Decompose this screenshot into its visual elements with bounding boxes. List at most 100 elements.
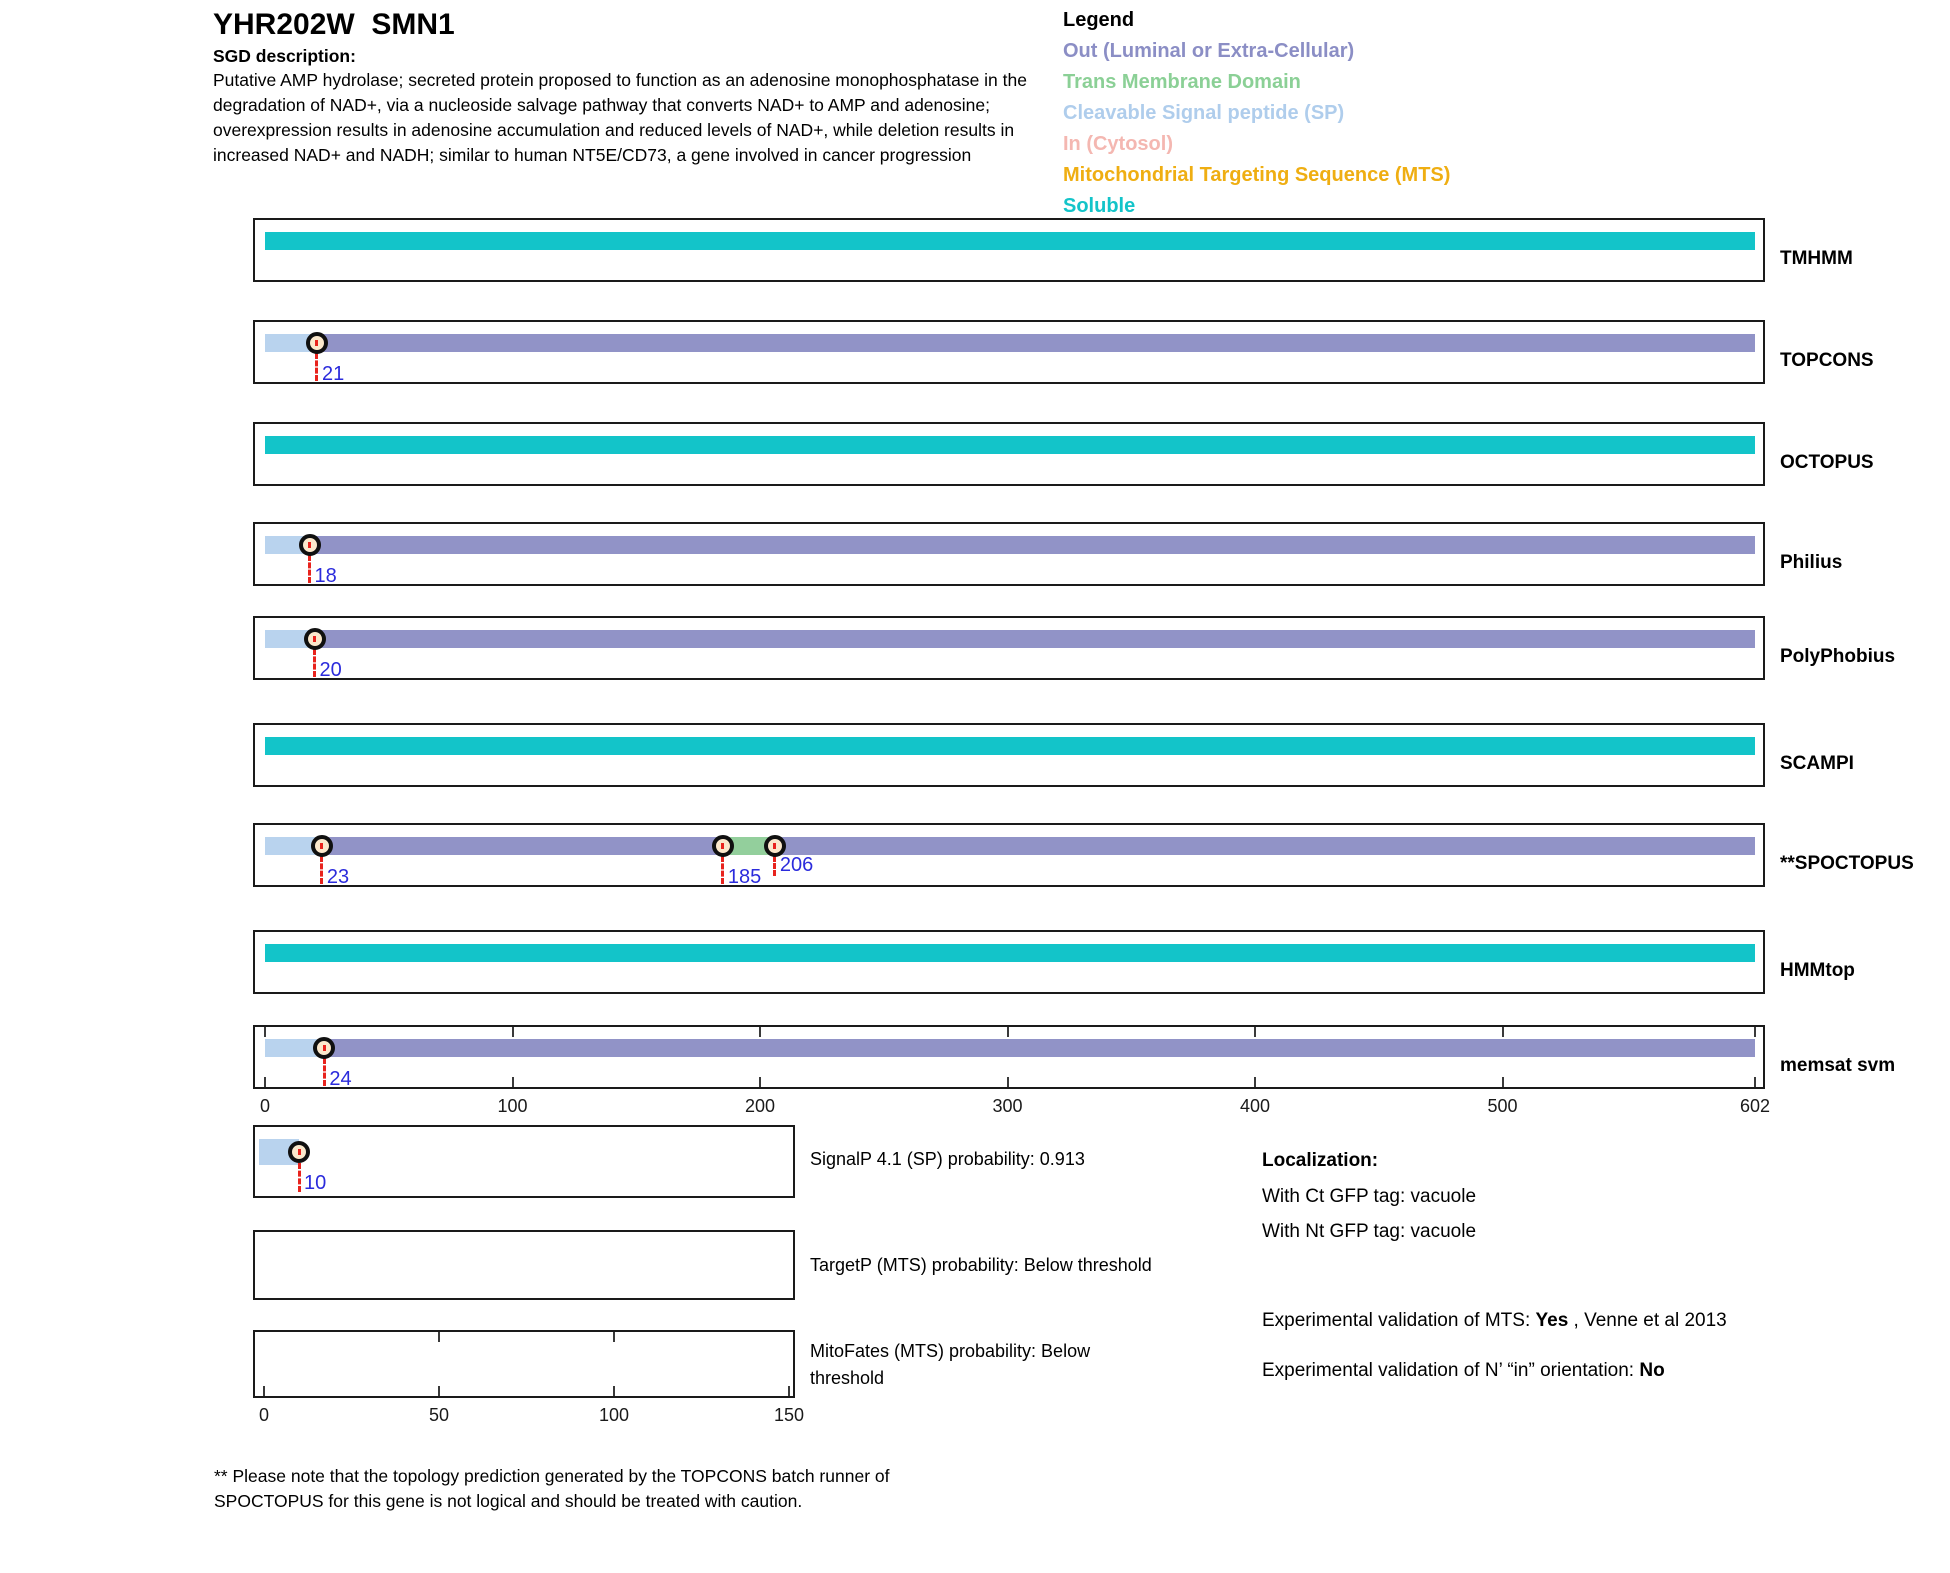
track-label-memsat-svm: memsat svm	[1780, 1055, 1896, 1076]
spoctopus-footnote-line: ** Please note that the topology predict…	[214, 1466, 890, 1486]
mts-validation-suffix: , Venne et al 2013	[1568, 1310, 1727, 1331]
mitofates-tick-top	[438, 1332, 440, 1342]
boundary-line-206	[773, 856, 777, 876]
track-box-octopus	[253, 422, 1765, 486]
mitofates-tick-top	[613, 1332, 615, 1342]
legend-item-soluble: Soluble	[1063, 195, 1136, 217]
residue-tick-top	[1254, 1027, 1257, 1037]
boundary-line-24	[322, 1058, 326, 1086]
mitofates-axis-label-0: 0	[258, 1405, 270, 1425]
sgd-description-line: increased NAD+ and NADH; similar to huma…	[213, 145, 972, 165]
legend-item-sp: Cleavable Signal peptide (SP)	[1063, 102, 1345, 124]
boundary-marker-dash	[297, 1149, 301, 1155]
mts-validation-prefix: Experimental validation of MTS:	[1262, 1310, 1536, 1331]
mitofates-axis-label-150: 150	[773, 1405, 805, 1425]
track-label-octopus: OCTOPUS	[1780, 452, 1874, 473]
residue-axis-label-500: 500	[1487, 1096, 1518, 1116]
boundary-marker-dash	[721, 843, 725, 849]
boundary-marker-dash	[308, 542, 312, 548]
track-label-hmmtop: HMMtop	[1780, 960, 1855, 981]
segment-soluble	[265, 436, 1755, 454]
boundary-marker-dash	[322, 1045, 326, 1051]
residue-tick-bottom	[1501, 1077, 1504, 1087]
mitofates-plot-box	[253, 1330, 795, 1398]
track-label-philius: Philius	[1780, 552, 1843, 573]
boundary-position-label: 21	[321, 363, 345, 385]
mitofates-tick-bottom	[438, 1386, 440, 1396]
segment-out	[314, 630, 1755, 648]
residue-tick-top	[264, 1027, 266, 1037]
residue-axis-label-400: 400	[1240, 1096, 1271, 1116]
residue-axis-label-300: 300	[992, 1096, 1023, 1116]
track-label-tmhmm: TMHMM	[1780, 248, 1853, 269]
residue-tick-top	[1754, 1027, 1756, 1037]
track-box-polyphobius	[253, 616, 1765, 680]
localization-nt-gfp: With Nt GFP tag: vacuole	[1262, 1221, 1477, 1242]
boundary-position-label: 18	[314, 565, 337, 587]
track-box-scampi	[253, 723, 1765, 787]
boundary-position-label: 10	[304, 1172, 327, 1194]
track-box-tmhmm	[253, 218, 1765, 282]
boundary-marker-dash	[315, 340, 319, 346]
track-box-topcons	[253, 320, 1765, 384]
residue-axis-label-100: 100	[497, 1096, 528, 1116]
boundary-position-label: 23	[326, 866, 350, 888]
orientation-validation-prefix: Experimental validation of N’ “in” orien…	[1262, 1360, 1640, 1381]
segment-out	[316, 334, 1755, 352]
segment-out	[774, 837, 1755, 855]
residue-tick-bottom	[1254, 1077, 1257, 1087]
segment-sp	[265, 630, 315, 648]
residue-tick-top	[1006, 1027, 1009, 1037]
mitofates-axis-label-100: 100	[598, 1405, 630, 1425]
segment-out	[324, 1039, 1755, 1057]
legend: Legend Out (Luminal or Extra-Cellular) Tr…	[1063, 5, 1450, 222]
signalp-probability-label: SignalP 4.1 (SP) probability: 0.913	[810, 1149, 1085, 1169]
mitofates-tick-bottom	[788, 1386, 790, 1396]
legend-title: Legend	[1063, 9, 1135, 31]
targetp-plot-box	[253, 1230, 795, 1300]
mts-validation-value: Yes	[1535, 1310, 1569, 1331]
boundary-marker-dash	[313, 636, 316, 642]
boundary-marker-dash	[320, 843, 324, 849]
boundary-line-18	[308, 555, 312, 583]
targetp-probability-label: TargetP (MTS) probability: Below thresho…	[810, 1255, 1152, 1275]
segment-out	[321, 837, 723, 855]
sgd-description-line: degradation of NAD+, via a nucleoside sa…	[213, 95, 990, 115]
residue-axis-label-602: 602	[1739, 1096, 1771, 1116]
segment-sp	[265, 1039, 325, 1057]
track-label--spoctopus: **SPOCTOPUS	[1780, 853, 1914, 874]
track-label-polyphobius: PolyPhobius	[1780, 646, 1896, 667]
boundary-position-label: 185	[727, 866, 762, 888]
sgd-description-label: SGD description:	[213, 46, 356, 66]
boundary-position-label: 206	[779, 854, 814, 876]
boundary-position-label: 20	[319, 659, 342, 681]
boundary-line-10	[297, 1163, 301, 1192]
segment-out	[309, 536, 1755, 554]
residue-tick-bottom	[264, 1077, 266, 1087]
boundary-line-23	[320, 856, 324, 884]
track-label-scampi: SCAMPI	[1780, 753, 1854, 774]
track-box--spoctopus	[253, 823, 1765, 887]
legend-item-mts: Mitochondrial Targeting Sequence (MTS)	[1063, 164, 1451, 186]
segment-soluble	[265, 737, 1755, 755]
mitofates-tick-bottom	[263, 1386, 265, 1396]
segment-sp	[265, 334, 317, 352]
mitofates-tick-bottom	[613, 1386, 615, 1396]
residue-tick-bottom	[759, 1077, 762, 1087]
legend-item-in: In (Cytosol)	[1063, 133, 1173, 155]
boundary-line-21	[315, 353, 319, 381]
legend-item-out: Out (Luminal or Extra-Cellular)	[1063, 40, 1355, 62]
residue-axis-label-0: 0	[259, 1096, 271, 1116]
localization-ct-gfp: With Ct GFP tag: vacuole	[1262, 1186, 1477, 1207]
spoctopus-footnote-line: SPOCTOPUS for this gene is not logical a…	[214, 1491, 803, 1511]
residue-tick-bottom	[1754, 1077, 1756, 1087]
orientation-validation-value: No	[1639, 1360, 1665, 1381]
signalp-plot-box	[253, 1125, 795, 1198]
orientation-validation-line: Experimental validation of N’ “in” orien…	[1262, 1360, 1665, 1382]
residue-axis-label-200: 200	[744, 1096, 776, 1116]
boundary-position-label: 24	[329, 1068, 352, 1090]
track-label-topcons: TOPCONS	[1780, 350, 1874, 371]
mitofates-probability-label: MitoFates (MTS) probability: Below thres…	[810, 1341, 1091, 1388]
residue-tick-top	[1501, 1027, 1504, 1037]
